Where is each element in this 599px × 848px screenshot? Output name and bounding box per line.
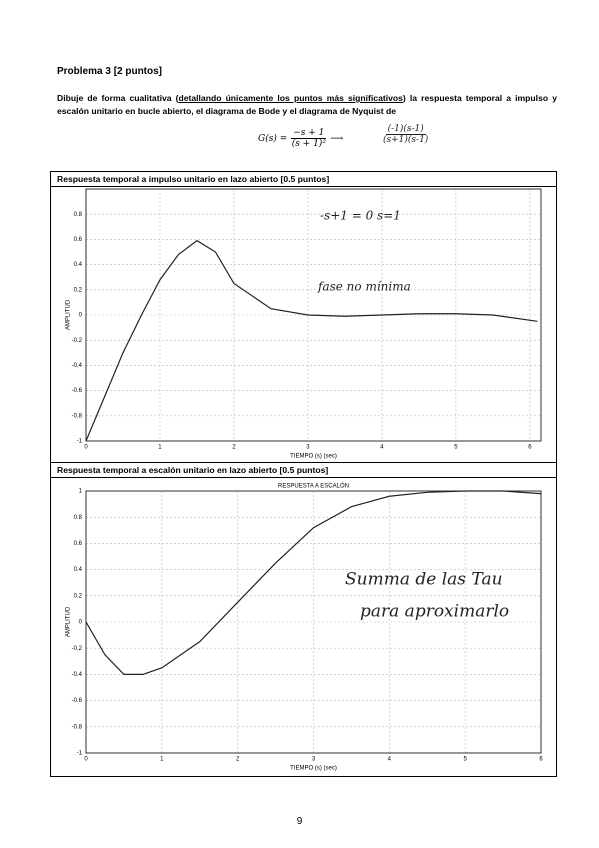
y-tick-label: -1 bbox=[77, 751, 83, 757]
numerator: −s + 1 bbox=[291, 128, 327, 139]
y-tick-label: -0.4 bbox=[72, 363, 83, 369]
x-tick-label: 4 bbox=[388, 757, 392, 763]
x-tick-label: 5 bbox=[454, 445, 458, 451]
y-axis-label: AMPLITUD bbox=[66, 606, 72, 637]
x-tick-label: 6 bbox=[539, 757, 543, 763]
numerator: (-1)(s-1) bbox=[385, 124, 426, 135]
x-tick-label: 6 bbox=[528, 445, 532, 451]
handwritten-formula: (-1)(s-1) (s+1)(s-1) bbox=[383, 124, 428, 145]
response-curve bbox=[85, 490, 542, 675]
panel: Respuesta temporal a escalón unitario en… bbox=[50, 462, 557, 777]
y-tick-label: 0.6 bbox=[74, 541, 83, 547]
x-tick-label: 5 bbox=[463, 757, 467, 763]
x-tick-label: 3 bbox=[306, 445, 310, 451]
y-tick-label: -0.2 bbox=[72, 646, 83, 652]
y-tick-label: 0 bbox=[79, 620, 83, 626]
x-tick-label: 4 bbox=[380, 445, 384, 451]
x-axis-label: TIEMPO (s) (sec) bbox=[290, 454, 337, 460]
problem-title: Problema 3 [2 puntos] bbox=[57, 66, 163, 77]
y-tick-label: -0.8 bbox=[72, 413, 83, 419]
denominator: (s+1)(s-1) bbox=[383, 135, 429, 145]
x-tick-label: 1 bbox=[158, 445, 162, 451]
panel-heading: Respuesta temporal a escalón unitario en… bbox=[51, 463, 556, 478]
response-curve bbox=[85, 239, 538, 442]
statement-emphasis: detallando únicamente los puntos más sig… bbox=[178, 93, 403, 103]
y-tick-label: 0.4 bbox=[74, 262, 83, 268]
formula-lhs: G(s) = bbox=[258, 133, 288, 144]
x-tick-label: 0 bbox=[84, 445, 88, 451]
x-tick-label: 1 bbox=[160, 757, 164, 763]
page-number: 9 bbox=[296, 816, 303, 827]
y-tick-label: -0.2 bbox=[72, 338, 83, 344]
y-tick-label: 0.2 bbox=[74, 287, 83, 293]
y-tick-label: -0.6 bbox=[72, 388, 83, 394]
y-tick-label: 0.8 bbox=[74, 515, 83, 521]
y-tick-label: -0.6 bbox=[72, 698, 83, 704]
statement-text: Dibuje de forma cualitativa ( bbox=[57, 93, 179, 103]
problem-statement: Dibuje de forma cualitativa (detallando … bbox=[57, 92, 557, 118]
x-axis-label: TIEMPO (s) (sec) bbox=[290, 766, 337, 772]
x-tick-label: 0 bbox=[84, 757, 88, 763]
statement-text: ) la respuesta temporal a impulso y esca… bbox=[57, 93, 557, 116]
y-tick-label: -1 bbox=[77, 439, 83, 445]
handwritten-note: fase no mínima bbox=[317, 280, 411, 294]
handwritten-note: -s+1 = 0 s=1 bbox=[320, 209, 401, 223]
handwritten-note: Summa de las Tau bbox=[345, 570, 503, 590]
chart-title: RESPUESTA A ESCALÓN bbox=[278, 483, 349, 490]
handwritten-note: para aproximarlo bbox=[360, 602, 509, 622]
x-tick-label: 3 bbox=[312, 757, 316, 763]
arrow: ⟶ bbox=[330, 133, 344, 144]
y-tick-label: 0.4 bbox=[74, 567, 83, 573]
y-tick-label: -0.4 bbox=[72, 672, 83, 678]
fraction: −s + 1 (s + 1)² bbox=[291, 128, 327, 149]
y-tick-label: 0.6 bbox=[74, 237, 83, 243]
formula: G(s) = −s + 1 (s + 1)² ⟶ bbox=[258, 128, 343, 149]
plot-frame bbox=[85, 188, 542, 442]
x-tick-label: 2 bbox=[236, 757, 240, 763]
panel-heading: Respuesta temporal a impulso unitario en… bbox=[51, 172, 556, 187]
y-tick-label: 0.2 bbox=[74, 593, 83, 599]
y-axis-label: AMPLITUD bbox=[66, 299, 72, 330]
y-tick-label: -0.8 bbox=[72, 724, 83, 730]
y-tick-label: 1 bbox=[79, 489, 83, 495]
fraction: (-1)(s-1) (s+1)(s-1) bbox=[383, 124, 428, 145]
y-tick-label: 0.8 bbox=[74, 212, 83, 218]
x-tick-label: 2 bbox=[232, 445, 236, 451]
y-tick-label: 0 bbox=[79, 313, 83, 319]
denominator: (s + 1)² bbox=[291, 139, 326, 149]
